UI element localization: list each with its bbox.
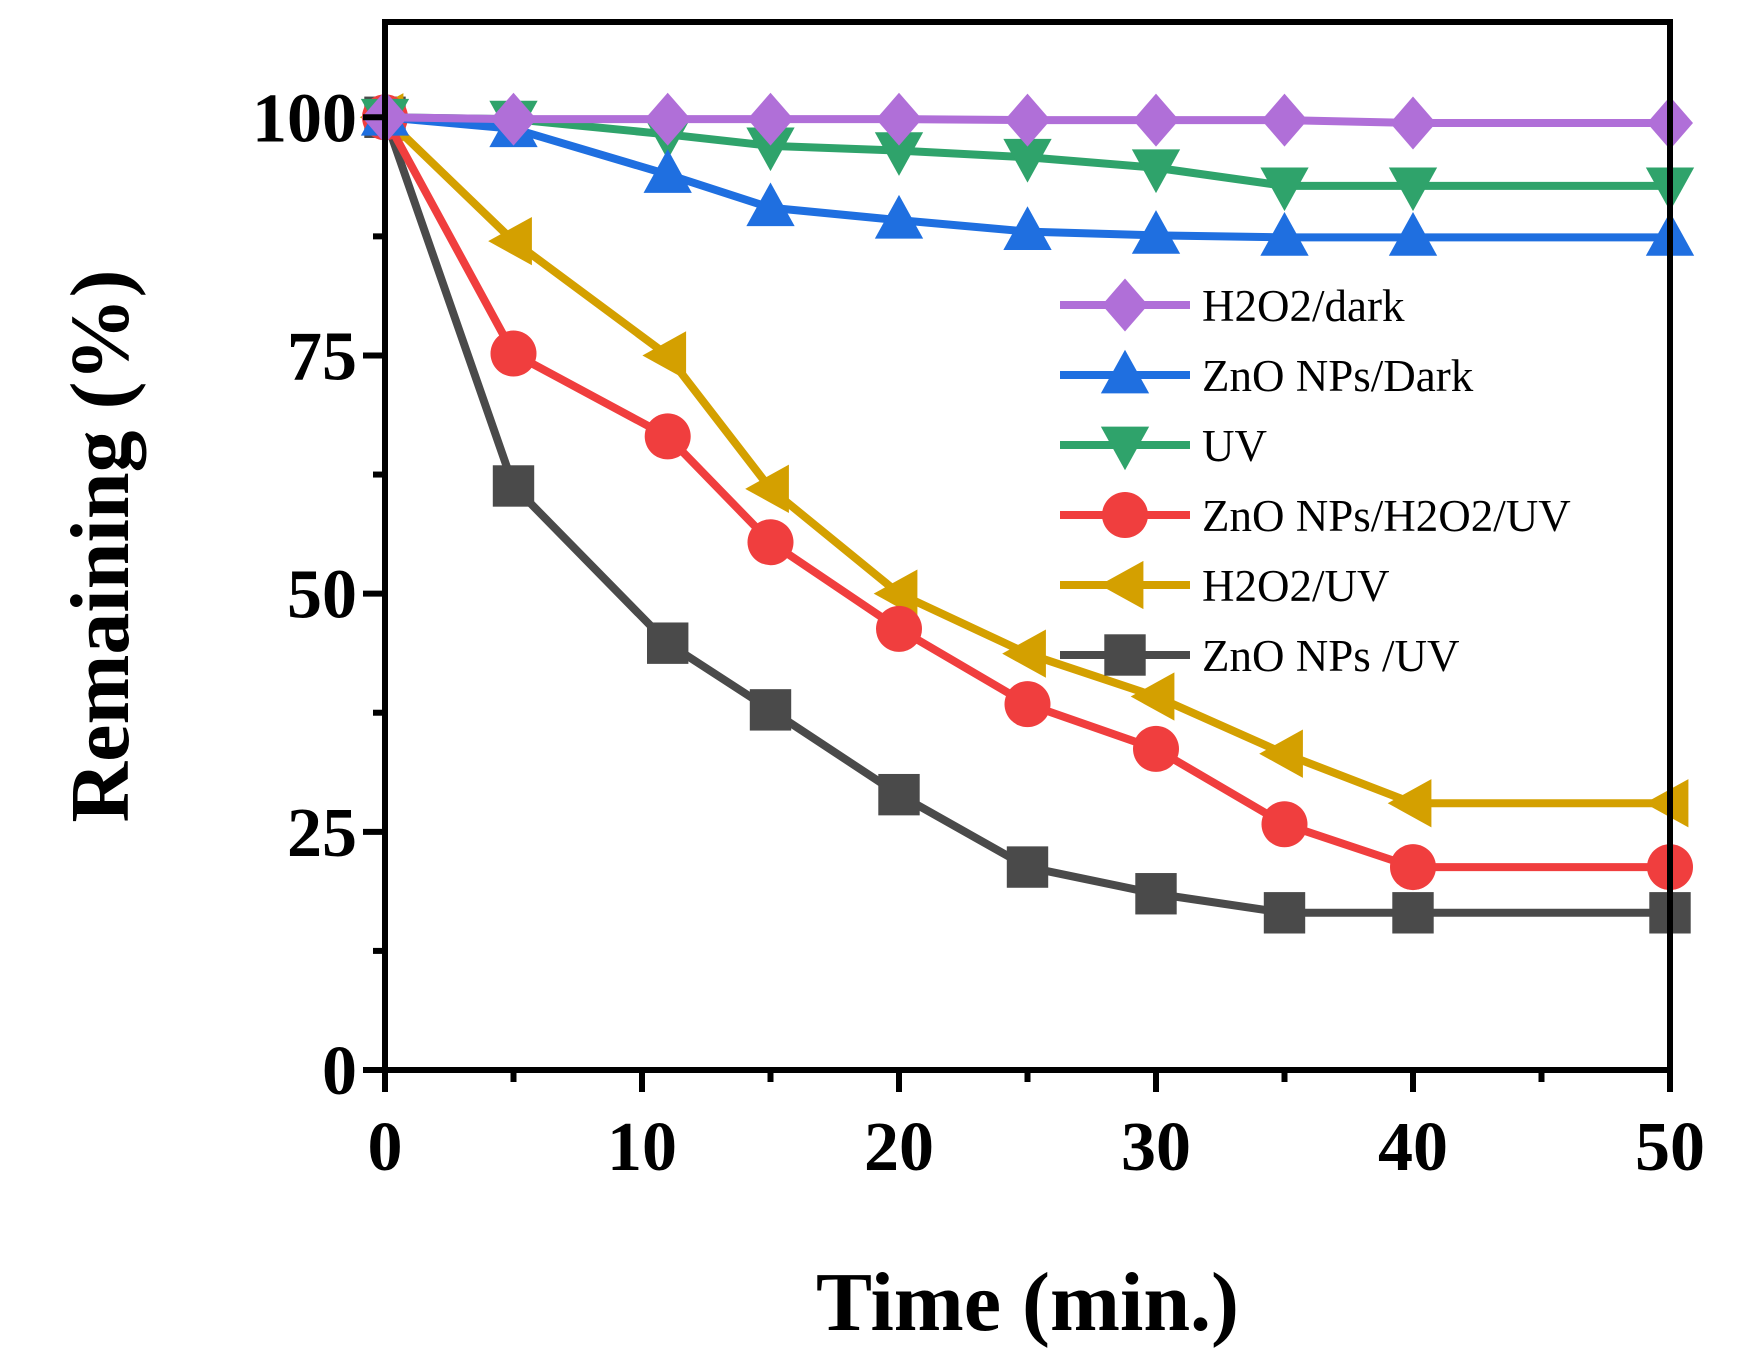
legend-label: ZnO NPs/H2O2/UV — [1202, 491, 1571, 541]
data-point-h2o2-uv — [873, 569, 918, 618]
data-point-zno-nps-dark — [1003, 206, 1052, 250]
legend-marker — [1100, 426, 1150, 471]
data-point-zno-nps-uv — [1263, 892, 1306, 934]
series-zno-nps-uv — [364, 96, 1691, 934]
data-point-zno-nps-h2o2-uv — [1004, 681, 1051, 728]
data-point-zno-nps-dark — [874, 194, 924, 239]
series-h2o2-dark — [362, 90, 1693, 150]
data-point-zno-nps-dark — [746, 182, 795, 227]
legend-label: ZnO NPs/Dark — [1202, 351, 1474, 401]
legend-label: H2O2/UV — [1202, 561, 1390, 611]
data-point-zno-nps-uv — [1392, 892, 1434, 934]
data-point-zno-nps-dark — [1388, 212, 1438, 256]
x-tick-label: 0 — [368, 1109, 403, 1186]
legend-marker — [1104, 634, 1146, 676]
legend-label: ZnO NPs /UV — [1202, 631, 1460, 681]
data-point-uv — [1131, 149, 1181, 194]
legend-item-zno-nps-dark: ZnO NPs/Dark — [1060, 349, 1474, 401]
data-point-zno-nps-uv — [1135, 873, 1177, 915]
legend-marker — [1100, 349, 1150, 394]
legend-marker — [1099, 560, 1144, 610]
y-tick-label: 0 — [322, 1033, 357, 1110]
data-point-h2o2-uv — [1387, 779, 1432, 828]
data-point-uv — [746, 127, 795, 172]
series-line-zno-nps-h2o2-uv — [381, 115, 1670, 872]
data-point-h2o2-uv — [1259, 729, 1303, 778]
data-point-zno-nps-uv — [492, 465, 535, 507]
series-line-zno-nps-uv — [381, 115, 1670, 917]
x-tick-label: 50 — [1635, 1109, 1705, 1186]
legend-label: UV — [1202, 421, 1267, 471]
legend-item-uv: UV — [1060, 421, 1267, 471]
data-point-zno-nps-uv — [749, 689, 792, 731]
legend-item-h2o2-dark: H2O2/dark — [1060, 278, 1405, 332]
data-point-zno-nps-h2o2-uv — [1261, 801, 1308, 848]
data-point-h2o2-uv — [488, 216, 532, 266]
x-axis-title: Time (min.) — [816, 1256, 1239, 1349]
data-point-zno-nps-h2o2-uv — [747, 519, 794, 566]
legend-marker — [1102, 278, 1148, 332]
data-point-zno-nps-h2o2-uv — [1133, 725, 1179, 772]
data-point-zno-nps-h2o2-uv — [490, 330, 537, 377]
data-point-h2o2-dark — [1261, 93, 1308, 147]
y-axis-title: Remaining (%) — [54, 270, 147, 823]
data-point-zno-nps-uv — [647, 622, 689, 664]
legend-label: H2O2/dark — [1202, 281, 1405, 331]
axis-ticks — [363, 114, 1673, 1092]
data-point-zno-nps-dark — [643, 149, 692, 193]
axis-tick-labels: 0 10 20 30 40 50 0 25 50 75 100 — [252, 80, 1705, 1186]
series-line-h2o2-dark — [384, 113, 1670, 127]
x-tick-label: 20 — [864, 1109, 934, 1186]
data-point-zno-nps-h2o2-uv — [1390, 844, 1436, 891]
data-point-zno-nps-uv — [878, 773, 920, 816]
data-point-h2o2-dark — [644, 92, 691, 146]
y-tick-label: 100 — [252, 80, 357, 157]
data-point-h2o2-uv — [1130, 672, 1175, 721]
y-tick-label: 25 — [287, 795, 357, 872]
data-point-h2o2-dark — [1390, 96, 1436, 150]
data-point-zno-nps-h2o2-uv — [644, 413, 691, 460]
data-point-uv — [874, 132, 924, 176]
data-point-h2o2-dark — [490, 92, 537, 146]
data-point-zno-nps-h2o2-uv — [876, 605, 922, 652]
x-tick-label: 40 — [1378, 1109, 1448, 1186]
data-point-h2o2-dark — [1133, 93, 1179, 147]
series-line-zno-nps-dark — [384, 113, 1670, 242]
legend-item-h2o2-uv: H2O2/UV — [1060, 560, 1390, 611]
data-point-h2o2-dark — [876, 92, 922, 146]
series-line-uv — [384, 113, 1670, 190]
legend-marker — [1102, 492, 1148, 538]
x-tick-label: 10 — [607, 1109, 677, 1186]
data-point-h2o2-dark — [747, 92, 794, 146]
legend-item-zno-nps-uv: ZnO NPs /UV — [1060, 631, 1460, 681]
data-point-h2o2-dark — [1004, 93, 1051, 147]
series-line-h2o2-uv — [382, 114, 1670, 808]
series-zno-nps-h2o2-uv — [362, 94, 1693, 891]
data-point-h2o2-uv — [1644, 779, 1689, 828]
data-point-zno-nps-dark — [1260, 212, 1309, 256]
legend: H2O2/dark ZnO NPs/Dark UV ZnO NPs/H2O2/UV H2… — [1060, 278, 1571, 681]
y-tick-label: 50 — [287, 557, 357, 634]
data-point-h2o2-uv — [745, 464, 789, 513]
legend-item-zno-nps-h2o2-uv: ZnO NPs/H2O2/UV — [1060, 491, 1571, 541]
data-point-h2o2-uv — [1002, 629, 1046, 678]
data-point-zno-nps-dark — [1131, 210, 1181, 254]
y-tick-label: 75 — [287, 318, 357, 395]
data-point-h2o2-uv — [642, 331, 687, 380]
plot-area — [359, 90, 1695, 934]
data-point-uv — [1388, 167, 1438, 212]
x-tick-label: 30 — [1121, 1109, 1191, 1186]
data-point-uv — [1003, 138, 1052, 183]
data-point-uv — [1260, 167, 1309, 212]
data-point-zno-nps-uv — [1006, 846, 1049, 888]
